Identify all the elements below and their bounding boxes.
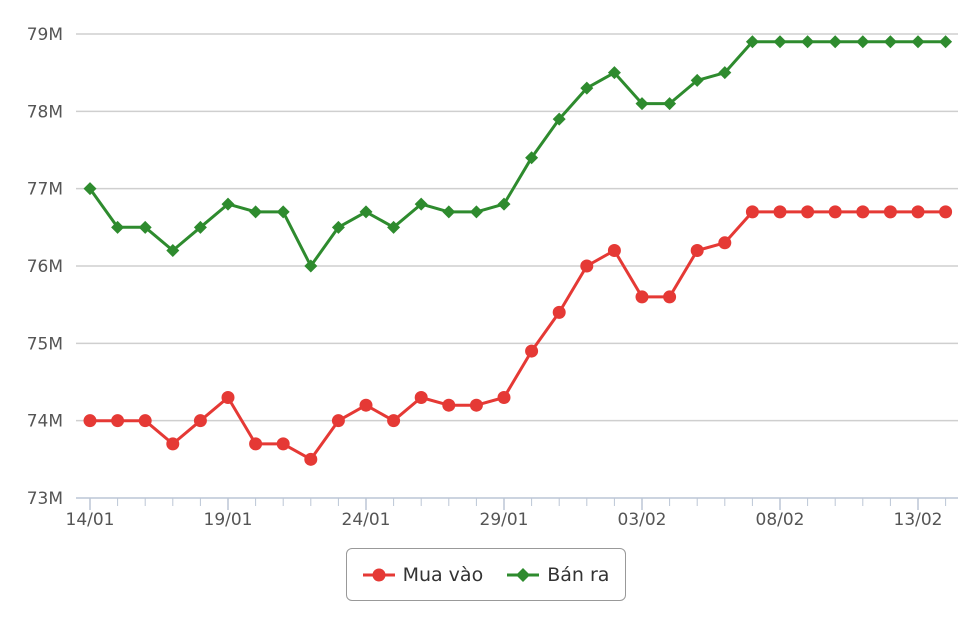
data-point [276,437,290,451]
x-tick-label: 08/02 [756,510,805,530]
data-point [773,35,787,49]
x-tick-label: 13/02 [894,510,943,530]
data-point [166,244,180,258]
data-point [138,220,152,234]
data-point [83,414,97,428]
data-point [801,35,815,49]
data-point [387,220,401,234]
data-point [745,205,759,219]
data-point [414,197,428,211]
data-point [525,151,539,165]
data-point [497,390,511,404]
data-point [663,97,677,111]
x-tick-label: 19/01 [204,510,253,530]
data-point [497,197,511,211]
y-tick-label: 76M [27,257,63,277]
data-point [552,305,566,319]
data-point [690,73,704,87]
y-tick-label: 78M [27,102,63,122]
data-point [773,205,787,219]
data-point [331,414,345,428]
data-point [525,344,539,358]
data-point [414,390,428,404]
series-line-0 [90,210,946,461]
data-point [828,35,842,49]
data-point [249,437,263,451]
data-point [883,205,897,219]
data-point [690,244,704,258]
series-group [83,35,953,466]
data-point [331,220,345,234]
data-point [138,414,152,428]
legend: Mua vào Bán ra [346,548,626,601]
data-point [580,259,594,273]
y-tick-label: 79M [27,25,63,45]
data-point [580,81,594,95]
data-point [552,112,566,126]
y-axis-ticks: 73M 74M 75M 76M 77M 78M 79M [27,25,63,509]
legend-diamond-marker-icon [507,567,540,582]
data-point [469,205,483,219]
x-axis-ticks: 14/01 19/01 24/01 29/01 03/02 08/02 13/02 [66,510,943,530]
data-point [387,414,401,428]
data-point [718,236,732,250]
legend-item-mua-vao[interactable]: Mua vào [362,563,484,586]
data-point [193,414,207,428]
legend-label-ban-ra: Bán ra [547,563,610,586]
legend-item-ban-ra[interactable]: Bán ra [507,564,609,586]
x-tick-label: 29/01 [480,510,529,530]
data-point [856,205,870,219]
data-point [911,205,925,219]
data-point [442,398,456,412]
data-point [718,66,732,80]
y-tick-label: 74M [27,412,63,432]
data-point [359,398,373,412]
data-point [663,290,677,304]
data-point [883,35,897,49]
data-point [828,205,842,219]
y-tick-label: 73M [27,489,63,509]
x-axis [76,497,958,510]
data-point [304,259,318,273]
series-line-1 [88,40,946,268]
data-point [442,205,456,219]
data-point [856,35,870,49]
data-point [635,290,649,304]
data-point [193,220,207,234]
data-point [221,197,235,211]
data-point [801,205,815,219]
data-point [111,414,125,428]
data-point [911,35,925,49]
y-tick-label: 77M [27,180,63,200]
data-point [635,97,649,111]
data-point [745,35,759,49]
data-point [359,205,373,219]
data-point [607,244,621,258]
y-tick-label: 75M [27,334,63,354]
data-point [607,66,621,80]
legend-circle-marker-icon [362,568,395,581]
data-point [249,205,263,219]
data-point [166,437,180,451]
data-point [939,205,953,219]
x-tick-label: 14/01 [66,510,115,530]
x-tick-label: 03/02 [618,510,667,530]
data-point [83,182,97,196]
data-point [939,35,953,49]
data-point [111,220,125,234]
data-point [276,205,290,219]
data-point [221,390,235,404]
data-point [469,398,483,412]
legend-label-mua-vao: Mua vào [402,563,484,586]
data-point [304,452,318,466]
x-tick-label: 24/01 [342,510,391,530]
gridlines [76,33,958,422]
